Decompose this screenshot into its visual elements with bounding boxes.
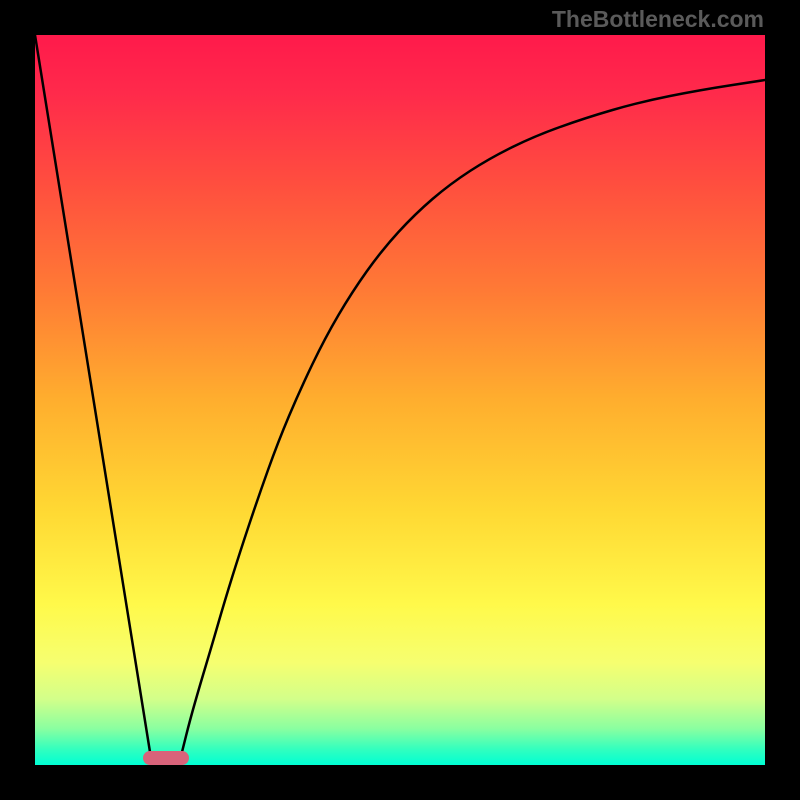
watermark-text: TheBottleneck.com <box>552 6 764 33</box>
plot-area <box>35 35 765 765</box>
curve-layer <box>35 35 765 765</box>
chart-container: TheBottleneck.com <box>0 0 800 800</box>
bottleneck-marker <box>143 751 189 765</box>
